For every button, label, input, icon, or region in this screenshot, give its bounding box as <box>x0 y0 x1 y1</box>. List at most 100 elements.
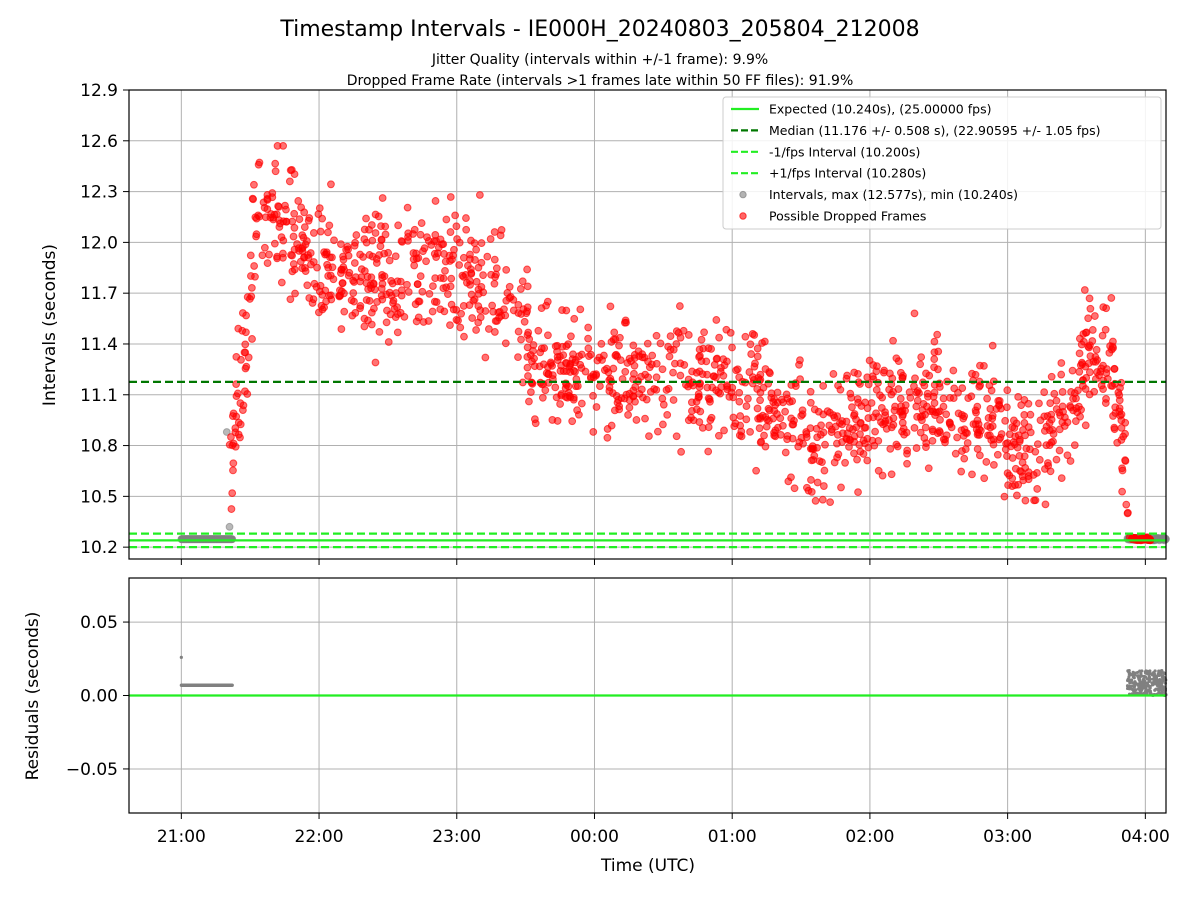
dropped-frame-point <box>813 433 822 442</box>
dropped-frame-point <box>971 370 980 379</box>
dropped-frame-point <box>610 328 619 337</box>
dropped-frame-point <box>359 253 367 261</box>
dropped-frame-point <box>477 239 486 247</box>
dropped-frame-point <box>923 389 932 398</box>
dropped-frame-point <box>1019 426 1027 434</box>
dropped-frame-point <box>370 304 378 313</box>
dropped-frame-point <box>232 352 241 361</box>
dropped-frame-point <box>568 417 577 426</box>
dropped-frame-point <box>957 467 966 476</box>
intervals-y-tick-label: 11.4 <box>80 335 118 355</box>
dropped-frame-point <box>755 424 764 433</box>
dropped-frame-point <box>615 341 623 350</box>
dropped-frame-point <box>242 311 250 320</box>
dropped-frame-point <box>440 250 448 258</box>
dropped-frame-point <box>1123 509 1132 518</box>
dropped-frame-point <box>265 250 273 259</box>
dropped-frame-point <box>229 439 238 448</box>
dropped-frame-point <box>589 370 598 379</box>
dropped-frame-point <box>853 455 861 464</box>
dropped-frame-point <box>886 444 895 453</box>
dropped-frame-point <box>1020 411 1029 419</box>
legend-box <box>722 96 1162 230</box>
dropped-frame-point <box>350 241 359 250</box>
dropped-frame-point <box>446 193 455 201</box>
dropped-frame-point <box>806 387 815 396</box>
dropped-frame-point <box>400 312 409 321</box>
dropped-frame-point <box>327 180 335 189</box>
dropped-frame-point <box>714 431 723 440</box>
dropped-frame-point <box>616 356 625 365</box>
dropped-frame-point <box>1102 365 1111 373</box>
dropped-frame-point <box>243 390 252 398</box>
dropped-frame-point <box>728 343 736 352</box>
dropped-frame-point <box>447 274 456 283</box>
dropped-frame-point <box>229 459 238 468</box>
dropped-frame-point <box>525 335 534 344</box>
dropped-frame-point <box>573 406 582 415</box>
dropped-frame-point <box>1005 430 1014 439</box>
dropped-frame-point <box>753 352 762 361</box>
dropped-frame-point <box>244 353 253 362</box>
dropped-frame-point <box>790 484 799 493</box>
dropped-frame-point <box>1080 286 1089 294</box>
dropped-frame-point <box>271 167 280 176</box>
dropped-frame-point <box>470 239 479 248</box>
dropped-frame-point <box>829 370 838 378</box>
dropped-frame-point <box>912 444 921 452</box>
legend-label: Median (11.176 +/- 0.508 s), (22.90595 +… <box>769 123 1100 138</box>
dropped-frame-point <box>887 470 896 479</box>
dropped-frame-point <box>1040 412 1049 421</box>
dropped-frame-point <box>289 232 298 241</box>
dropped-frame-point <box>301 240 310 249</box>
dropped-frame-point <box>641 414 649 423</box>
dropped-frame-point <box>337 240 345 248</box>
residual-point <box>1152 677 1156 682</box>
dropped-frame-point <box>707 413 716 422</box>
dropped-frame-point <box>756 388 765 397</box>
dropped-frame-point <box>1117 423 1126 432</box>
dropped-frame-point <box>1076 361 1085 370</box>
dropped-frame-point <box>1050 389 1059 398</box>
dropped-frame-point <box>833 430 842 439</box>
dropped-frame-point <box>563 393 572 402</box>
dropped-frame-point <box>442 215 451 224</box>
residual-point <box>179 655 183 659</box>
dropped-frame-point <box>541 386 550 395</box>
x-tick-label: 00:00 <box>570 827 619 847</box>
dropped-frame-point <box>663 410 672 419</box>
dropped-frame-point <box>985 431 994 440</box>
dropped-frame-point <box>946 393 954 402</box>
dropped-frame-point <box>669 396 678 404</box>
dropped-frame-point <box>1024 472 1033 480</box>
dropped-frame-point <box>286 295 295 304</box>
dropped-frame-point <box>813 478 822 487</box>
dropped-frame-point <box>227 433 235 441</box>
dropped-frame-point <box>436 305 445 314</box>
dropped-frame-point <box>677 447 686 456</box>
dropped-frame-point <box>366 281 375 289</box>
dropped-frame-point <box>357 265 366 274</box>
dropped-frame-point <box>1077 340 1086 349</box>
interval-point <box>228 535 237 544</box>
dropped-frame-point <box>596 382 604 391</box>
dropped-frame-point <box>1000 492 1009 501</box>
dropped-frame-point <box>666 332 675 341</box>
dropped-frame-point <box>810 451 819 460</box>
intervals-y-tick-label: 10.8 <box>80 437 118 457</box>
dropped-frame-point <box>569 366 578 375</box>
dropped-frame-point <box>327 295 336 304</box>
dropped-frame-point <box>1099 385 1107 393</box>
dropped-frame-point <box>472 245 481 254</box>
dropped-frame-point <box>853 395 862 403</box>
dropped-frame-point <box>360 322 369 331</box>
dropped-frame-point <box>1075 349 1084 358</box>
dropped-frame-point <box>899 424 908 433</box>
dropped-frame-point <box>318 305 327 314</box>
dropped-frame-point <box>556 367 565 375</box>
legend-label: Expected (10.240s), (25.00000 fps) <box>769 102 991 117</box>
dropped-frame-point <box>486 235 495 243</box>
dropped-frame-point <box>963 429 971 438</box>
dropped-frame-point <box>527 388 535 397</box>
dropped-frame-point <box>307 260 315 269</box>
